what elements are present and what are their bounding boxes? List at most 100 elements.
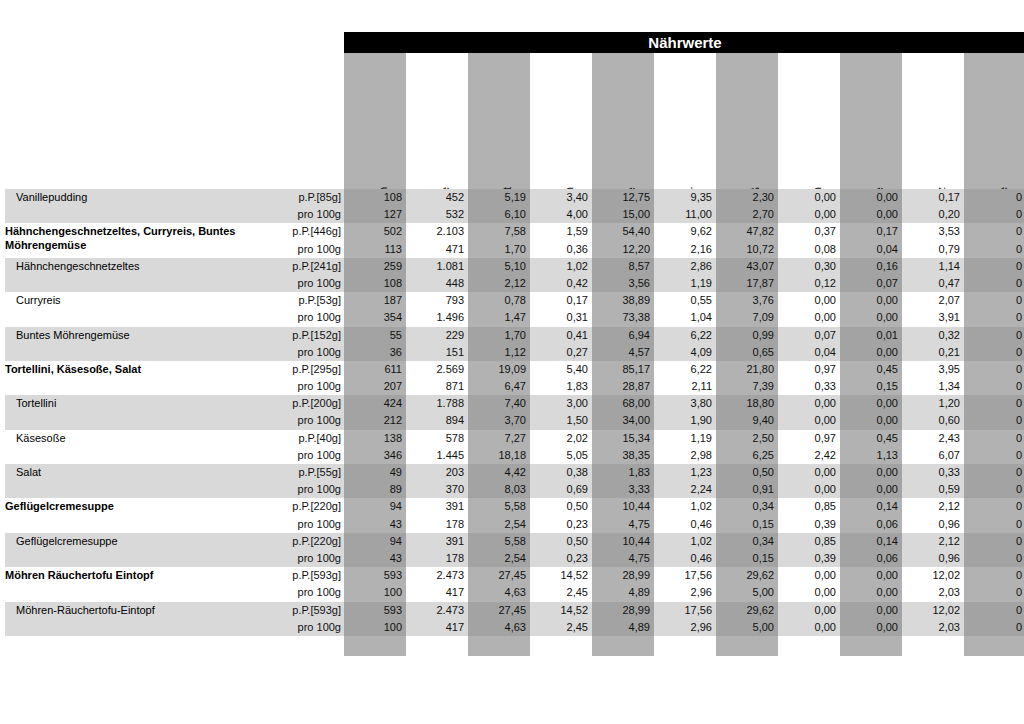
- value-cell: 0,46: [654, 550, 716, 567]
- item-name: Buntes Möhrengemüse: [5, 327, 260, 361]
- value-cell: 0,45: [840, 430, 902, 447]
- value-cell: 0,21: [902, 344, 964, 361]
- value-cell: 0: [964, 275, 1024, 292]
- portion-per-100g-label: pro 100g: [260, 447, 344, 464]
- value-cell: 0,23: [530, 516, 592, 533]
- value-cell: 15,00: [592, 206, 654, 223]
- value-cell: 113: [344, 241, 406, 258]
- value-cell: 0,50: [716, 464, 778, 481]
- value-cell: 212: [344, 412, 406, 429]
- value-cell: 49: [344, 464, 406, 481]
- portion-per-serving-label: p.P.[593g]: [260, 567, 344, 584]
- table-row-group: Tortellini, Käsesoße, Salatp.P.[295g]pro…: [0, 361, 1024, 395]
- value-cell: 0,46: [654, 516, 716, 533]
- value-cell: 0,96: [902, 516, 964, 533]
- value-cell: 9,40: [716, 412, 778, 429]
- value-cell: 2,86: [654, 258, 716, 275]
- value-cell: 0,06: [840, 516, 902, 533]
- value-cell: 8,03: [468, 481, 530, 498]
- portion-per-serving-label: p.P.[220g]: [260, 533, 344, 550]
- value-cell: 0,85: [778, 498, 840, 515]
- value-cell: 391: [406, 533, 468, 550]
- item-name: Geflügelcremesuppe: [5, 498, 260, 532]
- value-cell: 7,39: [716, 378, 778, 395]
- value-cell: 448: [406, 275, 468, 292]
- portion-per-serving-label: p.P.[200g]: [260, 395, 344, 412]
- value-cell: 229: [406, 327, 468, 344]
- value-cell: 4,57: [592, 344, 654, 361]
- value-cell: 0,79: [902, 241, 964, 258]
- value-cell: 108: [344, 189, 406, 206]
- value-cell: 3,40: [530, 189, 592, 206]
- value-cell: 43: [344, 550, 406, 567]
- value-cell: 6,25: [716, 447, 778, 464]
- value-cell: 0,78: [468, 292, 530, 309]
- value-cell: 178: [406, 550, 468, 567]
- value-cell: 0,01: [840, 327, 902, 344]
- value-cell: 0: [964, 447, 1024, 464]
- value-cell: 354: [344, 309, 406, 326]
- value-cell: 0,00: [778, 395, 840, 412]
- value-cell: 3,00: [530, 395, 592, 412]
- value-cell: 1,70: [468, 241, 530, 258]
- value-cell: 2,45: [530, 619, 592, 636]
- column-header-fett: Fett[g]: [468, 53, 530, 189]
- value-cell: 2,16: [654, 241, 716, 258]
- value-cell: 178: [406, 516, 468, 533]
- table-row-group: Tortellinip.P.[200g]pro 100g4241.7887,40…: [0, 395, 1024, 429]
- value-cell: 3,80: [654, 395, 716, 412]
- portion-per-100g-label: pro 100g: [260, 275, 344, 292]
- value-cell: 0: [964, 189, 1024, 206]
- value-cell: 0,00: [840, 584, 902, 601]
- value-cell: 0,04: [778, 344, 840, 361]
- table-row-group: Salatp.P.[55g]pro 100g492034,420,381,831…: [0, 464, 1024, 498]
- value-cell: 89: [344, 481, 406, 498]
- value-cell: 0,55: [654, 292, 716, 309]
- value-cell: 1.788: [406, 395, 468, 412]
- value-cell: 894: [406, 412, 468, 429]
- value-cell: 2,96: [654, 584, 716, 601]
- value-cell: 0: [964, 533, 1024, 550]
- portion-per-100g-label: pro 100g: [260, 550, 344, 567]
- value-cell: 0,45: [840, 361, 902, 378]
- value-cell: 0,17: [530, 292, 592, 309]
- column-header-joule: Joule[kJ]: [406, 53, 468, 189]
- value-cell: 1,70: [468, 327, 530, 344]
- value-cell: 108: [344, 275, 406, 292]
- value-cell: 10,44: [592, 533, 654, 550]
- value-cell: 1,02: [654, 498, 716, 515]
- column-header-eiwei-: Eiweiß[g]: [716, 53, 778, 189]
- portion-per-100g-label: pro 100g: [260, 481, 344, 498]
- value-cell: 0,00: [778, 584, 840, 601]
- value-cell: 0,37: [778, 223, 840, 240]
- value-cell: 0,91: [716, 481, 778, 498]
- value-cell: 0,38: [530, 464, 592, 481]
- value-cell: 1,83: [592, 464, 654, 481]
- value-cell: 417: [406, 584, 468, 601]
- value-cell: 0: [964, 309, 1024, 326]
- portion-per-serving-label: p.P.[295g]: [260, 361, 344, 378]
- value-cell: 6,07: [902, 447, 964, 464]
- value-cell: 0,15: [716, 516, 778, 533]
- value-cell: 6,22: [654, 327, 716, 344]
- value-cell: 0,00: [840, 567, 902, 584]
- value-cell: 0,07: [840, 275, 902, 292]
- value-cell: 2.103: [406, 223, 468, 240]
- value-cell: 0: [964, 619, 1024, 636]
- value-cell: 203: [406, 464, 468, 481]
- item-name: Curryreis: [5, 292, 260, 326]
- value-cell: 0,00: [840, 206, 902, 223]
- value-cell: 3,76: [716, 292, 778, 309]
- portion-per-serving-label: p.P.[40g]: [260, 430, 344, 447]
- value-cell: 1,20: [902, 395, 964, 412]
- value-cell: 532: [406, 206, 468, 223]
- table-row-group: Curryreisp.P.[53g]pro 100g1877930,780,17…: [0, 292, 1024, 326]
- value-cell: 0,60: [902, 412, 964, 429]
- value-cell: 4,75: [592, 550, 654, 567]
- value-cell: 9,62: [654, 223, 716, 240]
- value-cell: 2.569: [406, 361, 468, 378]
- value-cell: 502: [344, 223, 406, 240]
- value-cell: 593: [344, 602, 406, 619]
- value-cell: 1.081: [406, 258, 468, 275]
- value-cell: 0,69: [530, 481, 592, 498]
